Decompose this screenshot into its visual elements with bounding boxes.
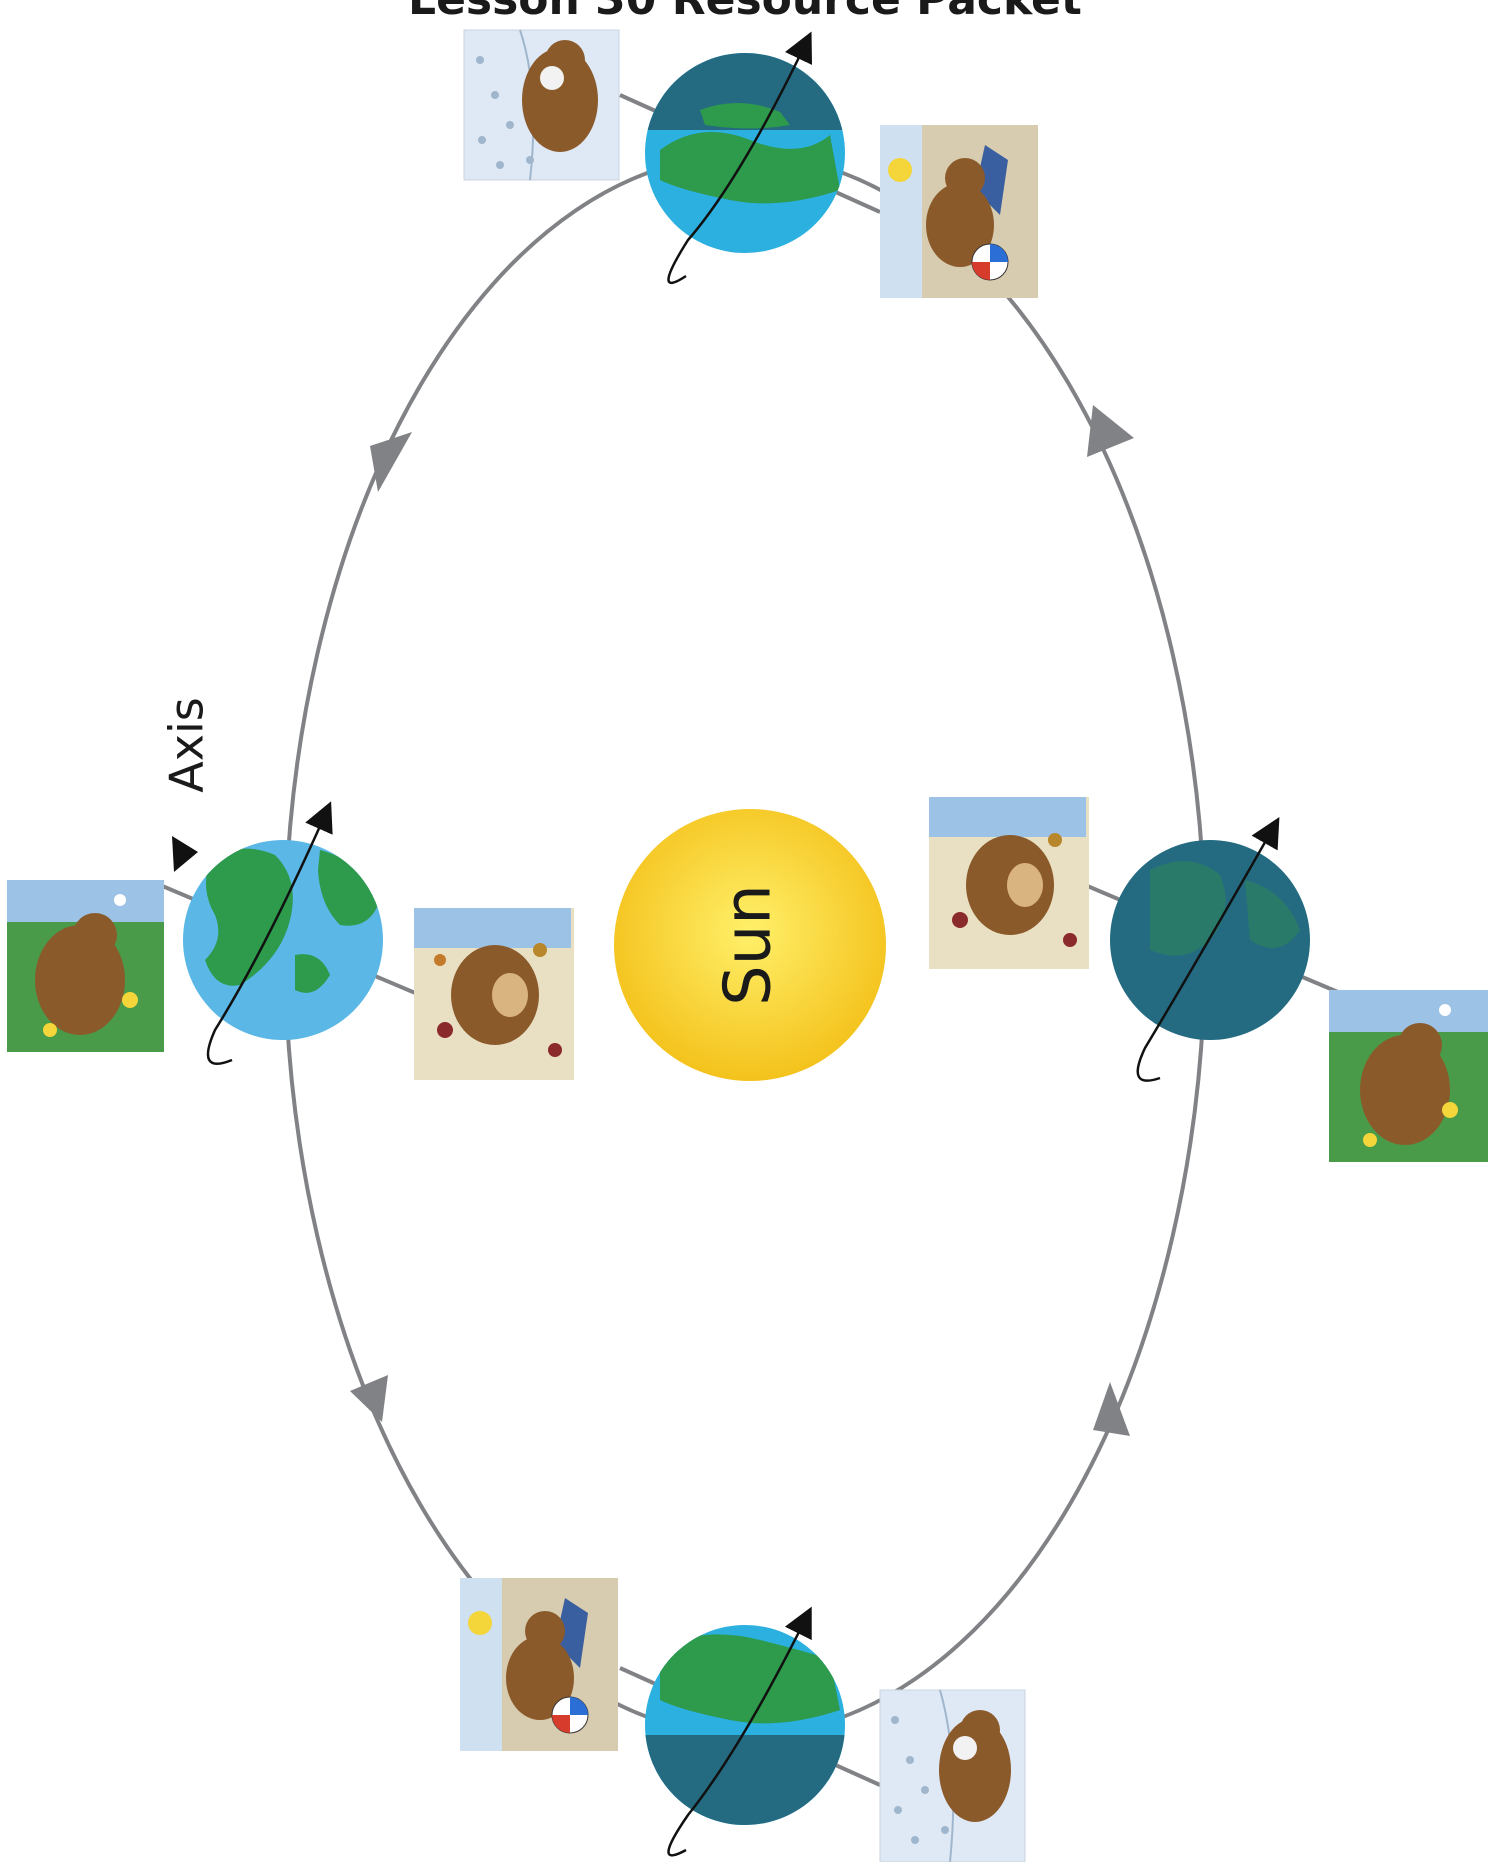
orbit-arrow-upper-left (370, 432, 412, 492)
page-title: Lesson 30 Resource Packet (408, 0, 1082, 25)
earth-left (159, 801, 421, 1065)
axis-pointer-icon (172, 836, 198, 872)
bear-card-autumn-right (929, 797, 1089, 969)
sun-label: Sun (712, 884, 786, 1006)
orbit-arrow-upper-right (1087, 405, 1134, 457)
bear-card-summer-top (880, 125, 1038, 298)
earth-bottom (619, 1606, 881, 1857)
orbit-arrow-lower-right (1093, 1382, 1130, 1436)
sun: Sun (614, 809, 886, 1081)
bear-card-spring-right (1329, 990, 1488, 1162)
earth-top (619, 31, 881, 285)
bear-card-winter-top (463, 29, 620, 181)
axis-label: Axis (160, 697, 214, 792)
bear-card-winter-bottom (879, 1689, 1026, 1862)
earth-right (1084, 816, 1346, 1082)
bear-card-autumn-left (414, 908, 574, 1080)
bear-card-spring-left (7, 880, 164, 1052)
bear-card-summer-bottom (460, 1578, 618, 1751)
orbit-arrow-lower-left (350, 1375, 388, 1422)
